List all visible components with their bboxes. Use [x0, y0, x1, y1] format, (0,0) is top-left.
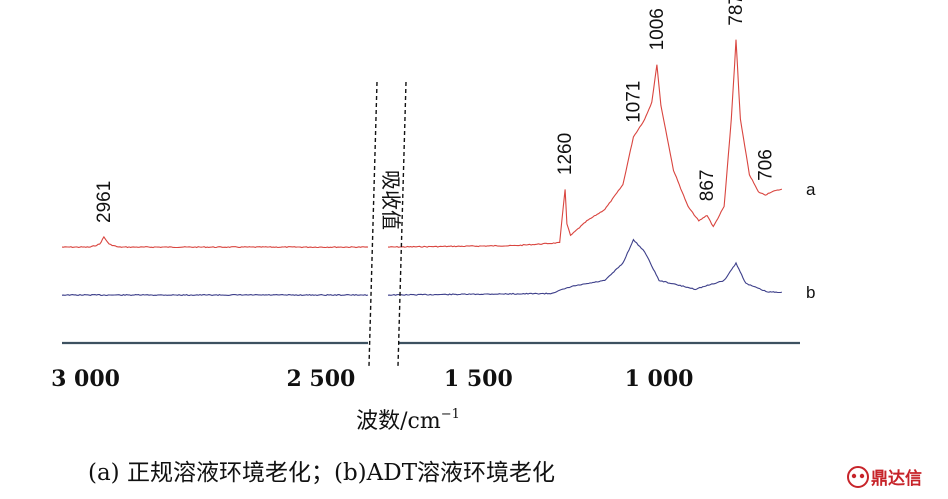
- x-tick-label: 1 000: [625, 366, 694, 392]
- watermark-icon-dot: [859, 473, 865, 479]
- axis-break: 吸收值: [368, 81, 407, 367]
- series-b-line: [61, 293, 369, 297]
- watermark-text: 鼎达信: [871, 468, 922, 489]
- watermark-logo: 鼎达信: [847, 466, 922, 489]
- chart-labels: 2961 1260 1071 1006 867 787 706 波数/cm−1 (a) 正规溶液…: [88, 0, 922, 489]
- left-panel: 3 000 2 500: [51, 235, 369, 392]
- watermark-icon-dot: [851, 473, 857, 479]
- series-a-line: [388, 39, 783, 248]
- peak-label: 1260: [555, 133, 576, 175]
- x-axis-label-main: 波数/cm: [356, 409, 441, 434]
- x-tick-label: 2 500: [286, 366, 355, 392]
- series-label-b: b: [806, 283, 815, 302]
- series-b-line: [387, 238, 783, 296]
- series-a-line: [61, 235, 369, 249]
- peak-label: 2961: [94, 181, 115, 223]
- x-axis-label-exponent: −1: [441, 407, 460, 422]
- peak-label: 867: [697, 169, 718, 201]
- right-panel: 1 500 1 000 a b: [387, 39, 816, 392]
- peak-label: 706: [755, 149, 776, 181]
- x-tick-label: 1 500: [444, 366, 513, 392]
- y-axis-label: 吸收值: [379, 170, 403, 230]
- x-axis-label: 波数/cm−1: [356, 407, 460, 434]
- x-tick-label: 3 000: [51, 366, 120, 392]
- watermark-icon: [847, 466, 869, 488]
- break-line-right: [397, 81, 407, 367]
- peak-label: 1071: [623, 81, 644, 123]
- series-label-a: a: [806, 180, 816, 199]
- peak-label: 787: [726, 0, 747, 26]
- figure-caption: (a) 正规溶液环境老化；(b)ADT溶液环境老化: [88, 460, 555, 486]
- break-gap: [378, 340, 398, 348]
- break-line-left: [368, 81, 378, 367]
- peak-label: 1006: [647, 8, 668, 50]
